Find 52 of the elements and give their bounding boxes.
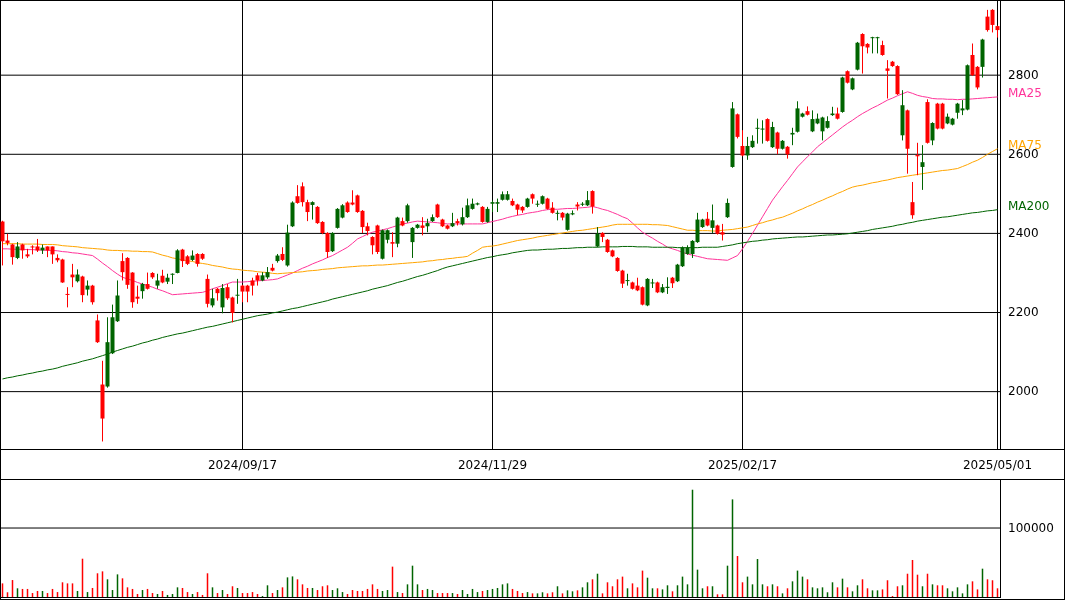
candlestick [920, 144, 925, 191]
candlestick [760, 119, 765, 145]
y-tick-label: 2200 [1008, 305, 1039, 320]
candlestick [990, 8, 995, 33]
candlestick [290, 200, 295, 228]
candlestick [330, 231, 335, 253]
x-tick-label: 2025/02/17 [707, 458, 778, 472]
candlestick [175, 248, 180, 274]
candlestick [555, 209, 560, 221]
candlestick [310, 200, 315, 221]
series-label: MA25 [1008, 86, 1042, 101]
candlestick [95, 314, 100, 344]
candlestick [595, 226, 600, 248]
candlestick [60, 258, 65, 284]
text: 100000 [1008, 520, 1054, 535]
candlestick [740, 129, 745, 157]
candlestick [765, 117, 770, 143]
candlestick [625, 273, 630, 287]
candlestick [755, 118, 760, 145]
candlestick [420, 216, 425, 236]
candlestick [885, 59, 890, 99]
candlestick [80, 275, 85, 303]
candlestick [725, 198, 730, 219]
candlestick [65, 286, 70, 308]
candlestick [735, 113, 740, 139]
candlestick [390, 231, 395, 258]
x-tick-label: 2024/11/29 [457, 458, 528, 472]
candlestick [210, 288, 215, 308]
candlestick [590, 189, 595, 215]
y-tick-label: 2400 [1008, 225, 1039, 240]
candlestick [910, 181, 915, 220]
candlestick [405, 203, 410, 224]
candlestick [300, 181, 305, 207]
candlestick [305, 199, 310, 222]
candlestick [0, 220, 5, 266]
candlestick [620, 269, 625, 289]
candlestick [170, 272, 175, 285]
series-label: MA200 [1008, 199, 1050, 214]
candlestick [235, 278, 240, 305]
y-tick-label: 2800 [1008, 67, 1039, 82]
x-tick-label: 2025/05/01 [962, 458, 1033, 472]
candlestick [325, 231, 330, 259]
candlestick [770, 121, 775, 149]
candlestick [220, 283, 225, 314]
line-series [2, 91, 998, 296]
y-tick-label: 2000 [1008, 384, 1039, 399]
candlestick [90, 284, 95, 306]
candlestick [775, 131, 780, 155]
candlestick [930, 121, 935, 146]
candlestick [410, 226, 415, 259]
candlestick [710, 204, 715, 234]
x-tick-label: 2024/09/17 [207, 458, 278, 472]
